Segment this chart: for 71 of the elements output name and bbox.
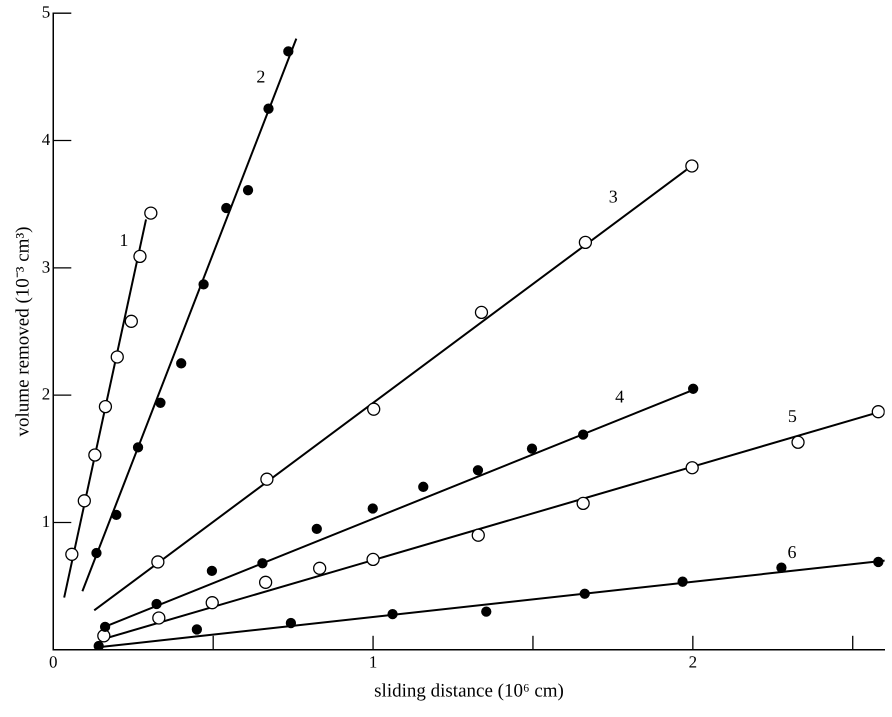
point (152, 611, 166, 625)
point (65, 548, 78, 561)
point (418, 482, 428, 492)
y-tick-label: 1 (42, 512, 50, 531)
point (368, 503, 378, 514)
point (206, 566, 218, 576)
series-label: 1 (119, 230, 128, 250)
point (242, 185, 254, 196)
x-tick-label: 1 (368, 652, 378, 672)
point (526, 443, 538, 454)
point (481, 606, 492, 617)
point (873, 556, 884, 568)
point (221, 202, 232, 214)
point (263, 104, 274, 114)
text: 3 (608, 186, 618, 207)
point (576, 496, 590, 510)
point (111, 510, 122, 520)
point (260, 472, 274, 486)
point (94, 640, 104, 650)
x-tick-label: 2 (688, 652, 698, 672)
x-tick-label: 0 (49, 652, 58, 672)
point (78, 494, 91, 508)
series-label: 2 (256, 66, 266, 87)
point (257, 558, 268, 568)
point (192, 624, 202, 635)
point (313, 562, 326, 575)
point (872, 405, 885, 418)
y-tick-label: 4 (42, 130, 51, 149)
point (312, 524, 322, 534)
point (367, 402, 380, 416)
point (578, 429, 588, 440)
point (151, 598, 162, 610)
point (472, 465, 484, 476)
point (91, 548, 102, 558)
point (387, 609, 398, 620)
text: 4 (615, 386, 624, 407)
point (776, 562, 787, 573)
point (100, 622, 110, 632)
point (144, 206, 158, 220)
point (151, 555, 165, 569)
point (132, 442, 144, 453)
point (97, 629, 110, 642)
y-tick-label: 2 (42, 384, 50, 404)
point (791, 436, 805, 449)
point (155, 398, 166, 408)
point (283, 46, 294, 57)
point (206, 596, 219, 610)
point (88, 448, 102, 462)
point (474, 306, 488, 320)
point (366, 552, 380, 566)
y-tick-label: 5 (42, 2, 50, 22)
x-axis-title: sliding distance (10⁶ cm) (374, 680, 564, 702)
point (258, 576, 272, 589)
point (110, 350, 124, 364)
point (686, 461, 699, 474)
point (286, 618, 296, 628)
point (133, 250, 147, 264)
y-axis-title: volume removed (10⁻³ cm³) (12, 226, 34, 436)
point (124, 314, 138, 328)
y-tick-label: 3 (42, 257, 50, 276)
point (176, 358, 186, 368)
point (98, 400, 112, 414)
point (688, 384, 698, 394)
point (578, 236, 592, 250)
point (198, 279, 209, 290)
series-label: 6 (788, 542, 797, 562)
point (580, 588, 590, 599)
point (677, 576, 688, 587)
point (685, 159, 699, 173)
point (472, 528, 485, 542)
series-label: 5 (788, 406, 797, 426)
